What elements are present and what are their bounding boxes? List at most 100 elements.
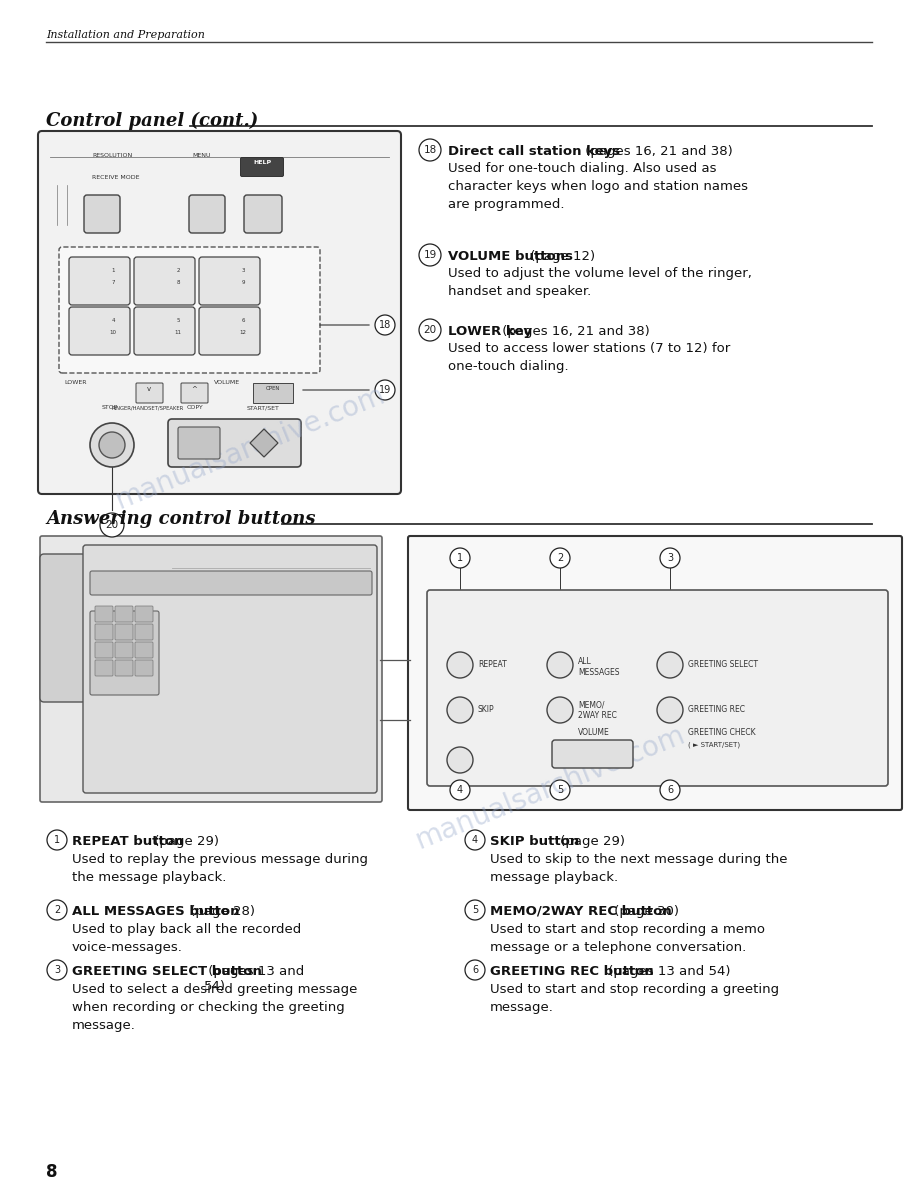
Text: ∧: ∧ bbox=[608, 752, 617, 765]
Circle shape bbox=[465, 960, 485, 980]
Text: GREETING REC button: GREETING REC button bbox=[490, 965, 654, 978]
Text: OPEN: OPEN bbox=[266, 386, 280, 391]
Text: 6: 6 bbox=[667, 785, 673, 795]
Text: 6: 6 bbox=[241, 318, 245, 323]
Text: manualsarchive.com: manualsarchive.com bbox=[111, 380, 389, 514]
Text: 3: 3 bbox=[241, 268, 245, 273]
Circle shape bbox=[550, 781, 570, 800]
Text: manualsarchive.com: manualsarchive.com bbox=[411, 720, 689, 854]
Circle shape bbox=[660, 781, 680, 800]
Text: GREETING CHECK: GREETING CHECK bbox=[688, 728, 756, 737]
Text: 3: 3 bbox=[54, 965, 60, 975]
Circle shape bbox=[375, 380, 395, 400]
Text: ( ► START/SET): ( ► START/SET) bbox=[688, 742, 740, 748]
Text: 8: 8 bbox=[46, 1163, 58, 1181]
Text: 1: 1 bbox=[457, 552, 463, 563]
Text: 4: 4 bbox=[472, 835, 478, 845]
FancyBboxPatch shape bbox=[90, 571, 372, 595]
Text: Used to skip to the next message during the
message playback.: Used to skip to the next message during … bbox=[490, 853, 788, 884]
Circle shape bbox=[465, 830, 485, 849]
Circle shape bbox=[419, 320, 441, 341]
FancyBboxPatch shape bbox=[69, 257, 130, 305]
Text: 2: 2 bbox=[176, 268, 180, 273]
Text: LOWER: LOWER bbox=[64, 380, 86, 385]
FancyBboxPatch shape bbox=[427, 590, 888, 786]
Text: 3: 3 bbox=[667, 552, 673, 563]
FancyBboxPatch shape bbox=[189, 195, 225, 233]
Text: 6: 6 bbox=[472, 965, 478, 975]
Text: 1: 1 bbox=[54, 835, 60, 845]
FancyBboxPatch shape bbox=[253, 383, 293, 403]
Text: 12: 12 bbox=[240, 330, 247, 335]
Text: 20: 20 bbox=[423, 326, 437, 335]
Ellipse shape bbox=[547, 697, 573, 723]
Text: ALL
MESSAGES: ALL MESSAGES bbox=[578, 657, 620, 677]
Text: (pages 16, 21 and 38): (pages 16, 21 and 38) bbox=[498, 326, 650, 339]
Text: MEMO/2WAY REC button: MEMO/2WAY REC button bbox=[490, 905, 672, 918]
Text: 18: 18 bbox=[379, 320, 391, 330]
Text: HELP: HELP bbox=[253, 160, 271, 165]
Text: LOWER key: LOWER key bbox=[448, 326, 532, 339]
Text: COPY: COPY bbox=[187, 405, 204, 410]
Text: (pages 13 and 54): (pages 13 and 54) bbox=[604, 965, 731, 978]
Circle shape bbox=[450, 548, 470, 568]
Text: 7: 7 bbox=[111, 280, 115, 285]
Text: Answering control buttons: Answering control buttons bbox=[46, 510, 316, 527]
Circle shape bbox=[47, 960, 67, 980]
Circle shape bbox=[465, 901, 485, 920]
Text: ^: ^ bbox=[191, 386, 197, 392]
FancyBboxPatch shape bbox=[40, 554, 86, 702]
FancyBboxPatch shape bbox=[95, 624, 113, 640]
Circle shape bbox=[419, 139, 441, 162]
Circle shape bbox=[660, 548, 680, 568]
Text: Used to select a desired greeting message
when recording or checking the greetin: Used to select a desired greeting messag… bbox=[72, 982, 357, 1032]
Text: SKIP: SKIP bbox=[478, 704, 495, 714]
Text: 11: 11 bbox=[174, 330, 182, 335]
Text: Direct call station keys (pages 16, 21 and 38): Direct call station keys (pages 16, 21 a… bbox=[448, 145, 752, 158]
Text: MENU: MENU bbox=[192, 153, 210, 158]
Text: MEMO/
2WAY REC: MEMO/ 2WAY REC bbox=[578, 700, 617, 720]
Text: SKIP button: SKIP button bbox=[490, 835, 579, 848]
Text: Direct call station keys: Direct call station keys bbox=[448, 145, 621, 158]
Circle shape bbox=[100, 513, 124, 537]
FancyBboxPatch shape bbox=[115, 606, 133, 623]
Circle shape bbox=[47, 830, 67, 849]
Circle shape bbox=[99, 432, 125, 459]
FancyBboxPatch shape bbox=[135, 624, 153, 640]
FancyBboxPatch shape bbox=[135, 606, 153, 623]
FancyBboxPatch shape bbox=[115, 661, 133, 676]
Circle shape bbox=[90, 423, 134, 467]
FancyBboxPatch shape bbox=[136, 383, 163, 403]
Text: VOLUME buttons: VOLUME buttons bbox=[448, 249, 573, 263]
Text: LOWER key (pages 16, 21 and 38): LOWER key (pages 16, 21 and 38) bbox=[448, 326, 675, 339]
Text: VOLUME buttons (page 12): VOLUME buttons (page 12) bbox=[448, 249, 628, 263]
FancyBboxPatch shape bbox=[178, 426, 220, 459]
Text: RINGER/HANDSET/SPEAKER: RINGER/HANDSET/SPEAKER bbox=[112, 406, 185, 411]
Text: Used to adjust the volume level of the ringer,
handset and speaker.: Used to adjust the volume level of the r… bbox=[448, 267, 752, 298]
Text: GREETING SELECT: GREETING SELECT bbox=[688, 661, 758, 669]
FancyBboxPatch shape bbox=[40, 536, 382, 802]
Text: 5: 5 bbox=[557, 785, 563, 795]
Text: Used to play back all the recorded
voice-messages.: Used to play back all the recorded voice… bbox=[72, 923, 301, 954]
Text: START/SET: START/SET bbox=[247, 405, 280, 410]
FancyBboxPatch shape bbox=[95, 642, 113, 658]
Circle shape bbox=[47, 901, 67, 920]
FancyBboxPatch shape bbox=[135, 642, 153, 658]
FancyBboxPatch shape bbox=[552, 740, 633, 767]
Text: Installation and Preparation: Installation and Preparation bbox=[46, 30, 205, 40]
FancyBboxPatch shape bbox=[90, 611, 159, 695]
Text: Used for one-touch dialing. Also used as
character keys when logo and station na: Used for one-touch dialing. Also used as… bbox=[448, 162, 748, 211]
Polygon shape bbox=[250, 429, 278, 457]
Ellipse shape bbox=[447, 697, 473, 723]
Text: Used to replay the previous message during
the message playback.: Used to replay the previous message duri… bbox=[72, 853, 368, 884]
FancyBboxPatch shape bbox=[408, 536, 902, 810]
Text: 4: 4 bbox=[111, 318, 115, 323]
Text: 2: 2 bbox=[54, 905, 60, 915]
Circle shape bbox=[419, 244, 441, 266]
FancyBboxPatch shape bbox=[199, 257, 260, 305]
Text: REPEAT: REPEAT bbox=[478, 661, 507, 669]
Text: 9: 9 bbox=[241, 280, 245, 285]
Text: (page 28): (page 28) bbox=[186, 905, 255, 918]
Text: (page 29): (page 29) bbox=[150, 835, 219, 848]
Text: STOP: STOP bbox=[102, 405, 118, 410]
